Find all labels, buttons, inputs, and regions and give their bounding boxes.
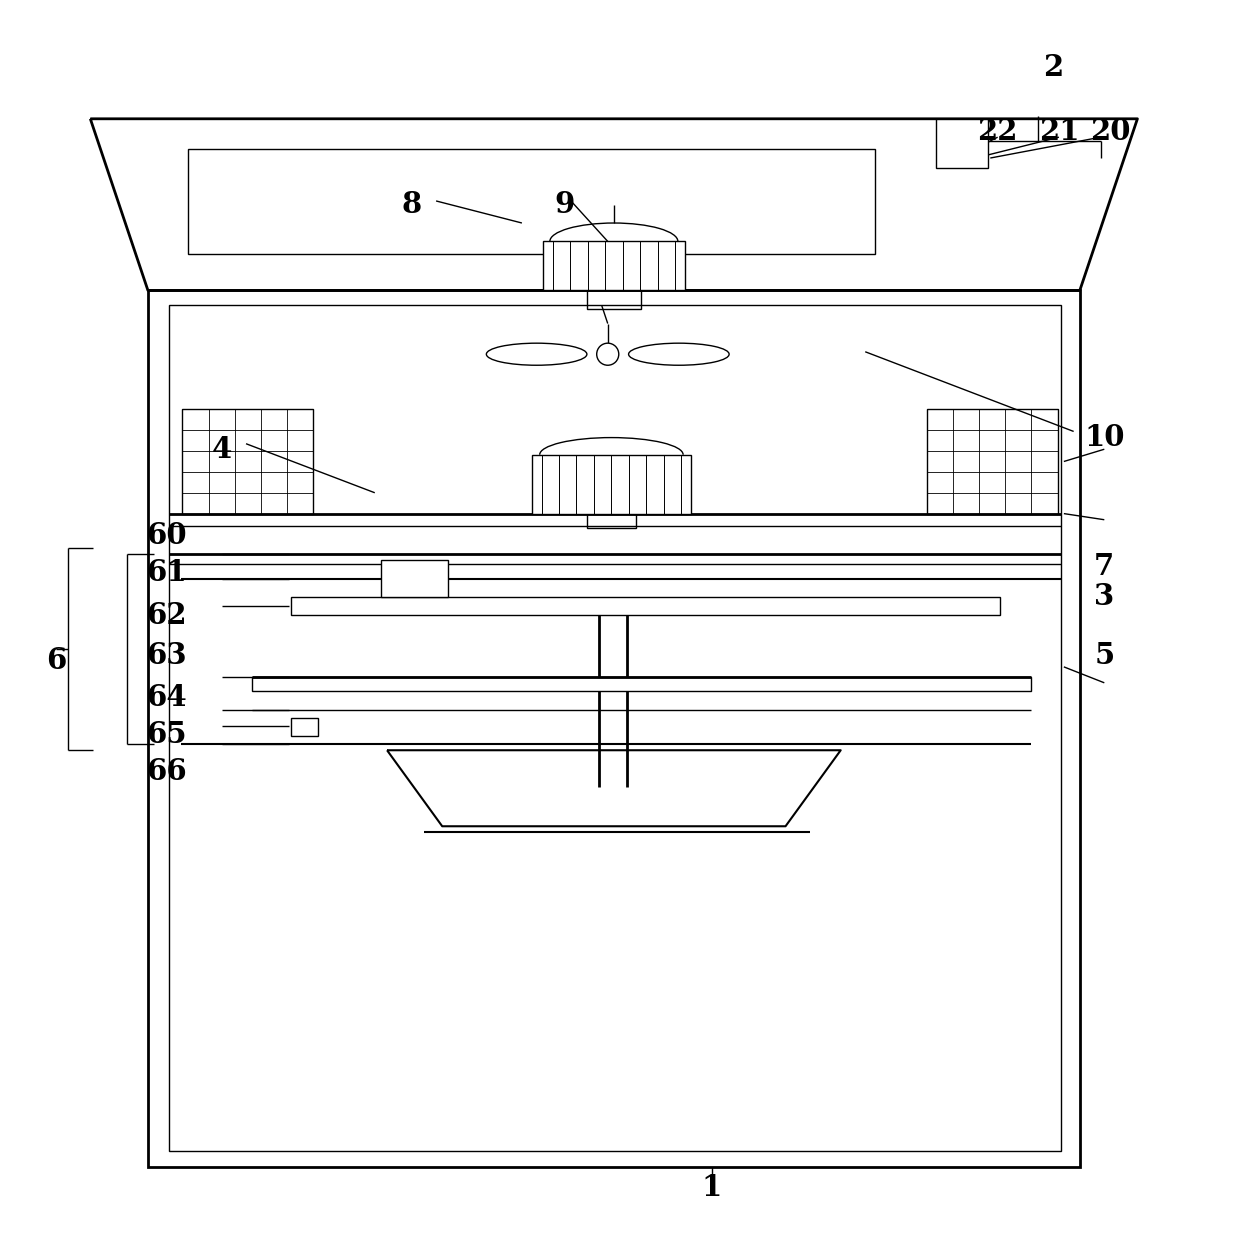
Text: 5: 5 — [1094, 641, 1115, 670]
Text: 3: 3 — [1094, 583, 1115, 612]
Text: 20: 20 — [1090, 117, 1131, 145]
Bar — [291, 597, 1001, 615]
Bar — [291, 718, 319, 736]
Text: 1: 1 — [702, 1173, 722, 1202]
Bar — [182, 409, 314, 513]
Bar — [543, 241, 684, 291]
Bar — [587, 291, 641, 308]
Text: 10: 10 — [1084, 423, 1125, 452]
Text: 9: 9 — [554, 190, 575, 219]
Bar — [148, 291, 1080, 1167]
Text: 65: 65 — [146, 720, 187, 748]
Text: 2: 2 — [1043, 52, 1063, 82]
Text: 64: 64 — [146, 682, 187, 712]
Text: 60: 60 — [146, 521, 187, 551]
Text: 6: 6 — [46, 646, 66, 675]
Bar — [188, 149, 875, 254]
Circle shape — [596, 343, 619, 365]
Text: 61: 61 — [146, 558, 187, 587]
Text: 7: 7 — [1094, 552, 1115, 580]
Ellipse shape — [486, 343, 587, 365]
Bar — [381, 561, 449, 597]
Text: 21: 21 — [1039, 117, 1079, 145]
Bar — [587, 513, 636, 528]
Text: 66: 66 — [146, 757, 187, 786]
Text: 62: 62 — [146, 600, 187, 630]
Bar — [532, 455, 691, 513]
Text: 4: 4 — [211, 435, 232, 465]
Text: 8: 8 — [402, 190, 422, 219]
Ellipse shape — [629, 343, 729, 365]
Bar — [936, 119, 988, 168]
Bar — [169, 306, 1061, 1151]
Text: 22: 22 — [977, 117, 1018, 145]
Text: 63: 63 — [146, 641, 187, 670]
Bar — [252, 676, 1030, 691]
Bar — [926, 409, 1058, 513]
